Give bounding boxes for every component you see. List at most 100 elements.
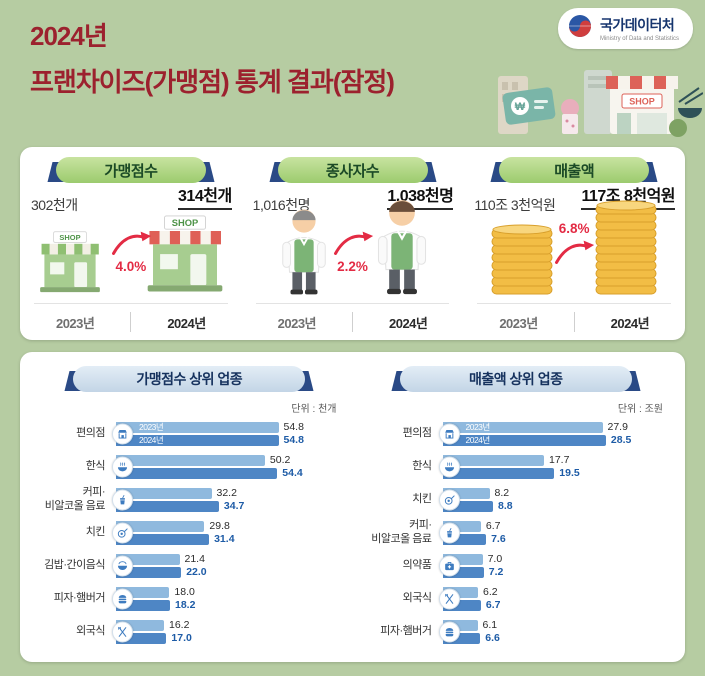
card-illustration: SHOP SHOP <box>20 190 242 300</box>
curr-year-label: 2024년 <box>610 315 650 331</box>
growth-indicator: 2.2% <box>331 229 375 274</box>
baseline <box>34 303 228 304</box>
shop-illustration-icon: SHOP <box>606 76 678 134</box>
value-label: 17.7 <box>549 454 570 466</box>
bar-2023: 6.1 <box>442 619 497 631</box>
growth-arrow-icon <box>111 231 151 255</box>
chart-title: 가맹점수 상위 업종 <box>136 371 243 387</box>
prev-value: 1,016천명 <box>252 197 311 213</box>
value-label: 6.1 <box>482 619 498 631</box>
worker-2024-icon <box>371 195 433 300</box>
legend-label: 2024년 <box>465 435 491 445</box>
storefront-2024-icon: SHOP <box>140 215 230 300</box>
value-label: 54.8 <box>283 434 304 446</box>
header: 2024년 프랜차이즈(가맹점) 통계 결과(잠정) 국가데이터처 Minist… <box>0 0 705 145</box>
bar-2023: 2023년 54.8 <box>116 421 304 433</box>
value-label: 28.5 <box>610 434 632 446</box>
category-label: 편의점 <box>76 426 105 439</box>
growth-indicator: 4.0% <box>109 229 153 274</box>
chart-franchise-count: 가맹점수 상위 업종 단위 : 천개 편의점 2023년 54.8 2024년 54.8… <box>32 364 347 654</box>
value-label: 31.4 <box>214 533 235 545</box>
cutlery-icon <box>112 621 133 642</box>
bar-2023: 6.2 <box>442 586 498 598</box>
unit-label: 단위 : 천개 <box>291 404 337 415</box>
bar-2024: 18.2 <box>116 599 195 611</box>
bar-2023: 17.7 <box>442 454 569 466</box>
value-label: 22.0 <box>186 566 207 578</box>
agency-logo-text: 국가데이터처 Ministry of Data and Statistics <box>600 15 679 42</box>
chart-row: 한식 50.2 54.4 <box>32 450 347 483</box>
category-label: 한식 <box>85 459 106 472</box>
chart-row: 커피· 비알코올 음료 6.7 7.6 <box>359 516 674 549</box>
category-label: 편의점 <box>402 426 432 439</box>
value-label: 6.7 <box>485 599 501 611</box>
value-label: 6.7 <box>485 520 501 532</box>
title-year: 2024년 <box>30 21 108 51</box>
growth-arrow-icon <box>333 231 373 255</box>
chart-row: 피자·햄버거 18.0 18.2 <box>32 582 347 615</box>
value-label: 18.2 <box>175 599 196 611</box>
value-label: 29.8 <box>209 520 230 532</box>
growth-arrow-icon <box>555 240 595 264</box>
chart-sales: 매출액 상위 업종 단위 : 조원 편의점 2023년 27.9 2024년 28.5 한… <box>359 364 674 654</box>
bar-2024: 2024년 28.5 <box>442 434 631 446</box>
bar-2024: 7.2 <box>442 566 503 578</box>
bar-2024: 6.7 <box>442 599 501 611</box>
category-label: 커피· 비알코올 음료 <box>371 519 432 545</box>
category-label: 의약품 <box>402 558 432 571</box>
year-divider <box>130 312 132 332</box>
chart-title-ribbon: 매출액 상위 업종 <box>391 366 641 392</box>
curr-year-label: 2024년 <box>167 315 206 331</box>
chart-rows: 편의점 2023년 27.9 2024년 28.5 한식 17.7 19.5 치킨 8.2 8.8 커… <box>359 417 674 648</box>
value-label: 8.8 <box>498 500 513 512</box>
unit-label: 단위 : 조원 <box>617 404 663 415</box>
bar-2023: 18.0 <box>116 586 195 598</box>
category-label: 김밥·간이음식 <box>44 558 105 571</box>
drink-cup-icon <box>112 489 133 510</box>
growth-rate: 6.8% <box>558 221 590 236</box>
chicken-icon <box>438 489 460 510</box>
bar-2023: 6.7 <box>442 520 501 532</box>
bar-2023: 50.2 <box>116 454 290 466</box>
shop-sign-label: SHOP <box>629 97 655 107</box>
chart-title-ribbon: 가맹점수 상위 업종 <box>64 366 314 392</box>
prev-year-label: 2023년 <box>55 315 95 331</box>
shop-icon <box>438 423 460 444</box>
curr-year-label: 2024년 <box>388 315 428 331</box>
bar-2024: 31.4 <box>116 533 235 545</box>
bar-2024: 54.4 <box>116 467 303 479</box>
baseline <box>255 303 450 304</box>
shop-sign-label: SHOP <box>171 218 197 228</box>
card-illustration: 2.2% <box>242 190 464 300</box>
category-label: 외국식 <box>76 624 105 637</box>
summary-title-ribbon: 가맹점수 <box>47 157 215 183</box>
bar-2023: 32.2 <box>116 487 237 499</box>
summary-title: 가맹점수 <box>104 162 158 180</box>
agency-name: 국가데이터처 <box>599 17 675 33</box>
bar-2024: 7.6 <box>442 533 506 545</box>
summary-panel: 가맹점수 302천개 314천개 SHOP <box>20 147 685 340</box>
noodle-bowl-icon <box>438 456 460 477</box>
value-label: 7.0 <box>487 553 503 565</box>
summary-card-workers: 종사자수 1,016천명 1,038천명 <box>242 147 464 340</box>
won-symbol: ₩ <box>515 101 526 113</box>
baseline <box>477 303 672 304</box>
bar-2024: 19.5 <box>442 467 580 479</box>
summary-title: 매출액 <box>554 162 595 180</box>
worker-2023-icon <box>276 205 332 300</box>
payment-card-icon: ₩ <box>502 87 556 125</box>
value-label: 21.4 <box>184 553 205 565</box>
shop-icon <box>112 423 133 444</box>
bar-2023: 21.4 <box>116 553 205 565</box>
value-label: 6.6 <box>485 632 500 644</box>
category-label: 한식 <box>412 459 432 472</box>
chart-title: 매출액 상위 업종 <box>469 371 563 387</box>
burger-icon <box>112 588 133 609</box>
category-label: 치킨 <box>85 525 106 538</box>
value-label: 50.2 <box>269 454 291 466</box>
legend-label: 2023년 <box>139 422 164 432</box>
chart-row: 피자·햄버거 6.1 6.6 <box>359 615 674 648</box>
prev-value: 110조 3천억원 <box>474 197 556 213</box>
bar-2024: 6.6 <box>442 632 500 644</box>
chart-panel: 가맹점수 상위 업종 단위 : 천개 편의점 2023년 54.8 2024년 54.8… <box>20 352 685 662</box>
